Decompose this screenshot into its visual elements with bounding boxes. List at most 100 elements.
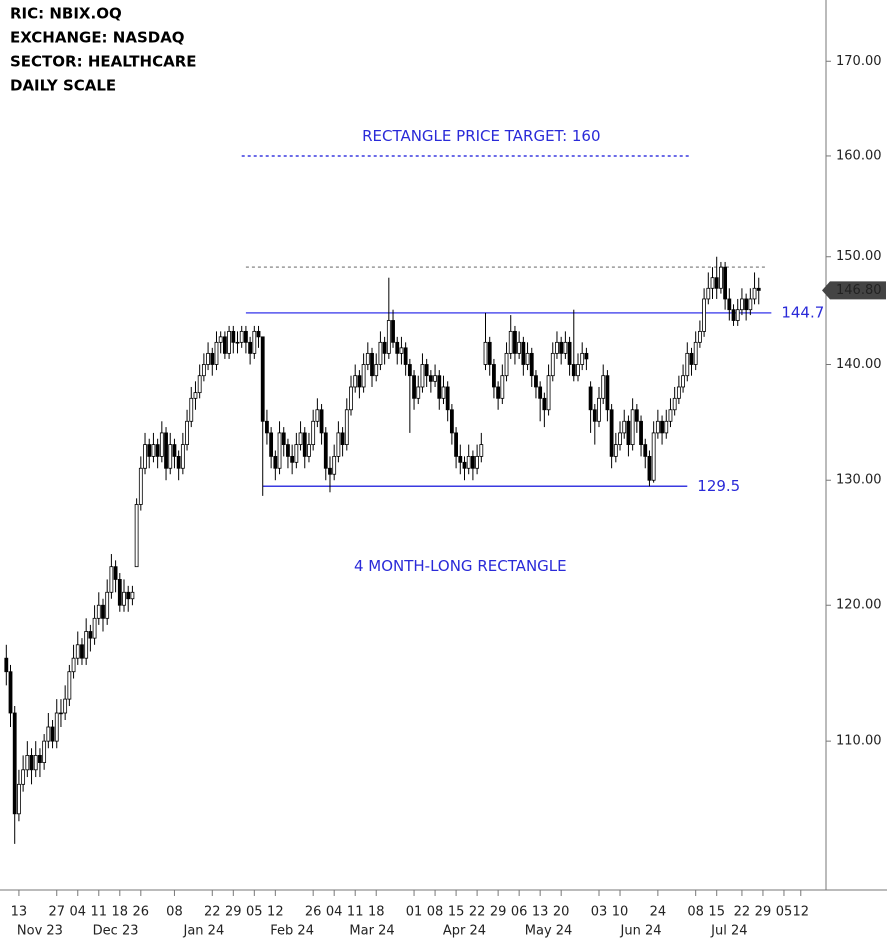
level-label: 129.5 <box>697 477 740 495</box>
candle-body <box>588 386 593 411</box>
candle-body <box>643 444 648 457</box>
x-tick-label: 29 <box>225 905 242 920</box>
candle-body <box>218 336 223 343</box>
candle-body <box>681 375 685 388</box>
candle-body <box>634 409 639 422</box>
candle-body <box>138 467 143 505</box>
candle-body <box>555 341 559 354</box>
candle-body <box>391 320 395 343</box>
candle-body <box>365 352 370 365</box>
candle-body <box>513 330 517 354</box>
candle-body <box>382 341 387 354</box>
x-tick-label: 27 <box>48 905 65 920</box>
x-tick-label: 08 <box>427 905 444 920</box>
candle-body <box>46 726 51 742</box>
candle-body <box>164 432 168 469</box>
candle-body <box>130 591 135 600</box>
x-tick-label: 12 <box>793 905 810 920</box>
candle-body <box>534 375 538 388</box>
candle-body <box>504 352 509 377</box>
candle-body <box>265 420 269 434</box>
candle-body <box>134 504 139 568</box>
candle-body <box>597 397 601 422</box>
candle-body <box>424 364 429 377</box>
x-tick-label: 29 <box>490 905 507 920</box>
candle-body <box>159 432 164 457</box>
candle-body <box>147 444 152 457</box>
month-label: Mar 24 <box>349 924 394 938</box>
candle-body <box>706 287 711 300</box>
x-tick-label: 22 <box>469 905 486 920</box>
candle-body <box>441 386 446 399</box>
x-tick-label: 29 <box>755 905 772 920</box>
candle-body <box>487 341 492 365</box>
y-tick-label: 110.00 <box>836 734 882 749</box>
month-label: Apr 24 <box>443 924 486 938</box>
candle-body <box>727 298 732 311</box>
candle-body <box>378 341 383 365</box>
candle-body <box>117 579 122 606</box>
candle-body <box>685 352 690 377</box>
candle-body <box>319 409 324 434</box>
candle-body <box>466 455 471 469</box>
candle-body <box>462 461 467 469</box>
candle-body <box>256 330 261 338</box>
candle-body <box>50 726 55 742</box>
candle-body <box>42 740 47 763</box>
candle-body <box>584 352 589 360</box>
candle-body <box>492 364 496 388</box>
candle-body <box>311 420 316 446</box>
candle-body <box>105 591 110 619</box>
candle-body <box>302 432 307 457</box>
x-tick-label: 24 <box>650 905 667 920</box>
candle-body <box>80 644 84 659</box>
candle-body <box>471 455 475 469</box>
candle-body <box>601 375 606 399</box>
candle-body <box>29 755 34 771</box>
y-tick-label: 170.00 <box>836 54 882 69</box>
x-tick-label: 12 <box>267 905 284 920</box>
candle-body <box>655 420 660 434</box>
candle-body <box>25 755 30 771</box>
candle-body <box>433 375 437 382</box>
x-tick-label: 13 <box>11 905 28 920</box>
candle-body <box>563 341 568 354</box>
candle-body <box>744 298 749 311</box>
candle-body <box>349 386 353 411</box>
candle-body <box>613 444 618 457</box>
x-tick-label: 08 <box>687 905 704 920</box>
candle-body <box>752 287 757 300</box>
candle-body <box>702 298 706 332</box>
month-label: Nov 23 <box>17 924 63 938</box>
candle-body <box>475 455 480 469</box>
candle-body <box>176 455 181 469</box>
candle-body <box>370 352 374 377</box>
candle-body <box>332 455 337 475</box>
candle-body <box>168 444 173 469</box>
candle-body <box>399 347 404 354</box>
candle-body <box>17 783 21 815</box>
candle-body <box>96 604 101 619</box>
candle-body <box>521 341 526 365</box>
x-tick-label: 10 <box>612 905 629 920</box>
month-label: Feb 24 <box>270 924 314 938</box>
candle-body <box>294 444 299 463</box>
x-tick-label: 22 <box>734 905 751 920</box>
candle-body <box>185 420 189 446</box>
candle-body <box>454 432 458 457</box>
candle-body <box>416 386 421 399</box>
x-tick-label: 08 <box>166 905 183 920</box>
candle-body <box>189 397 194 422</box>
candle-body <box>605 375 610 411</box>
candle-body <box>697 330 702 343</box>
candle-body <box>180 444 185 469</box>
candle-body <box>323 432 328 469</box>
month-label: Jun 24 <box>620 924 662 938</box>
candle-body <box>630 409 635 446</box>
x-tick-label: 05 <box>776 905 793 920</box>
y-tick-label: 140.00 <box>836 357 882 372</box>
candle-body <box>542 397 547 411</box>
candle-body <box>71 657 76 673</box>
x-tick-label: 20 <box>553 905 570 920</box>
